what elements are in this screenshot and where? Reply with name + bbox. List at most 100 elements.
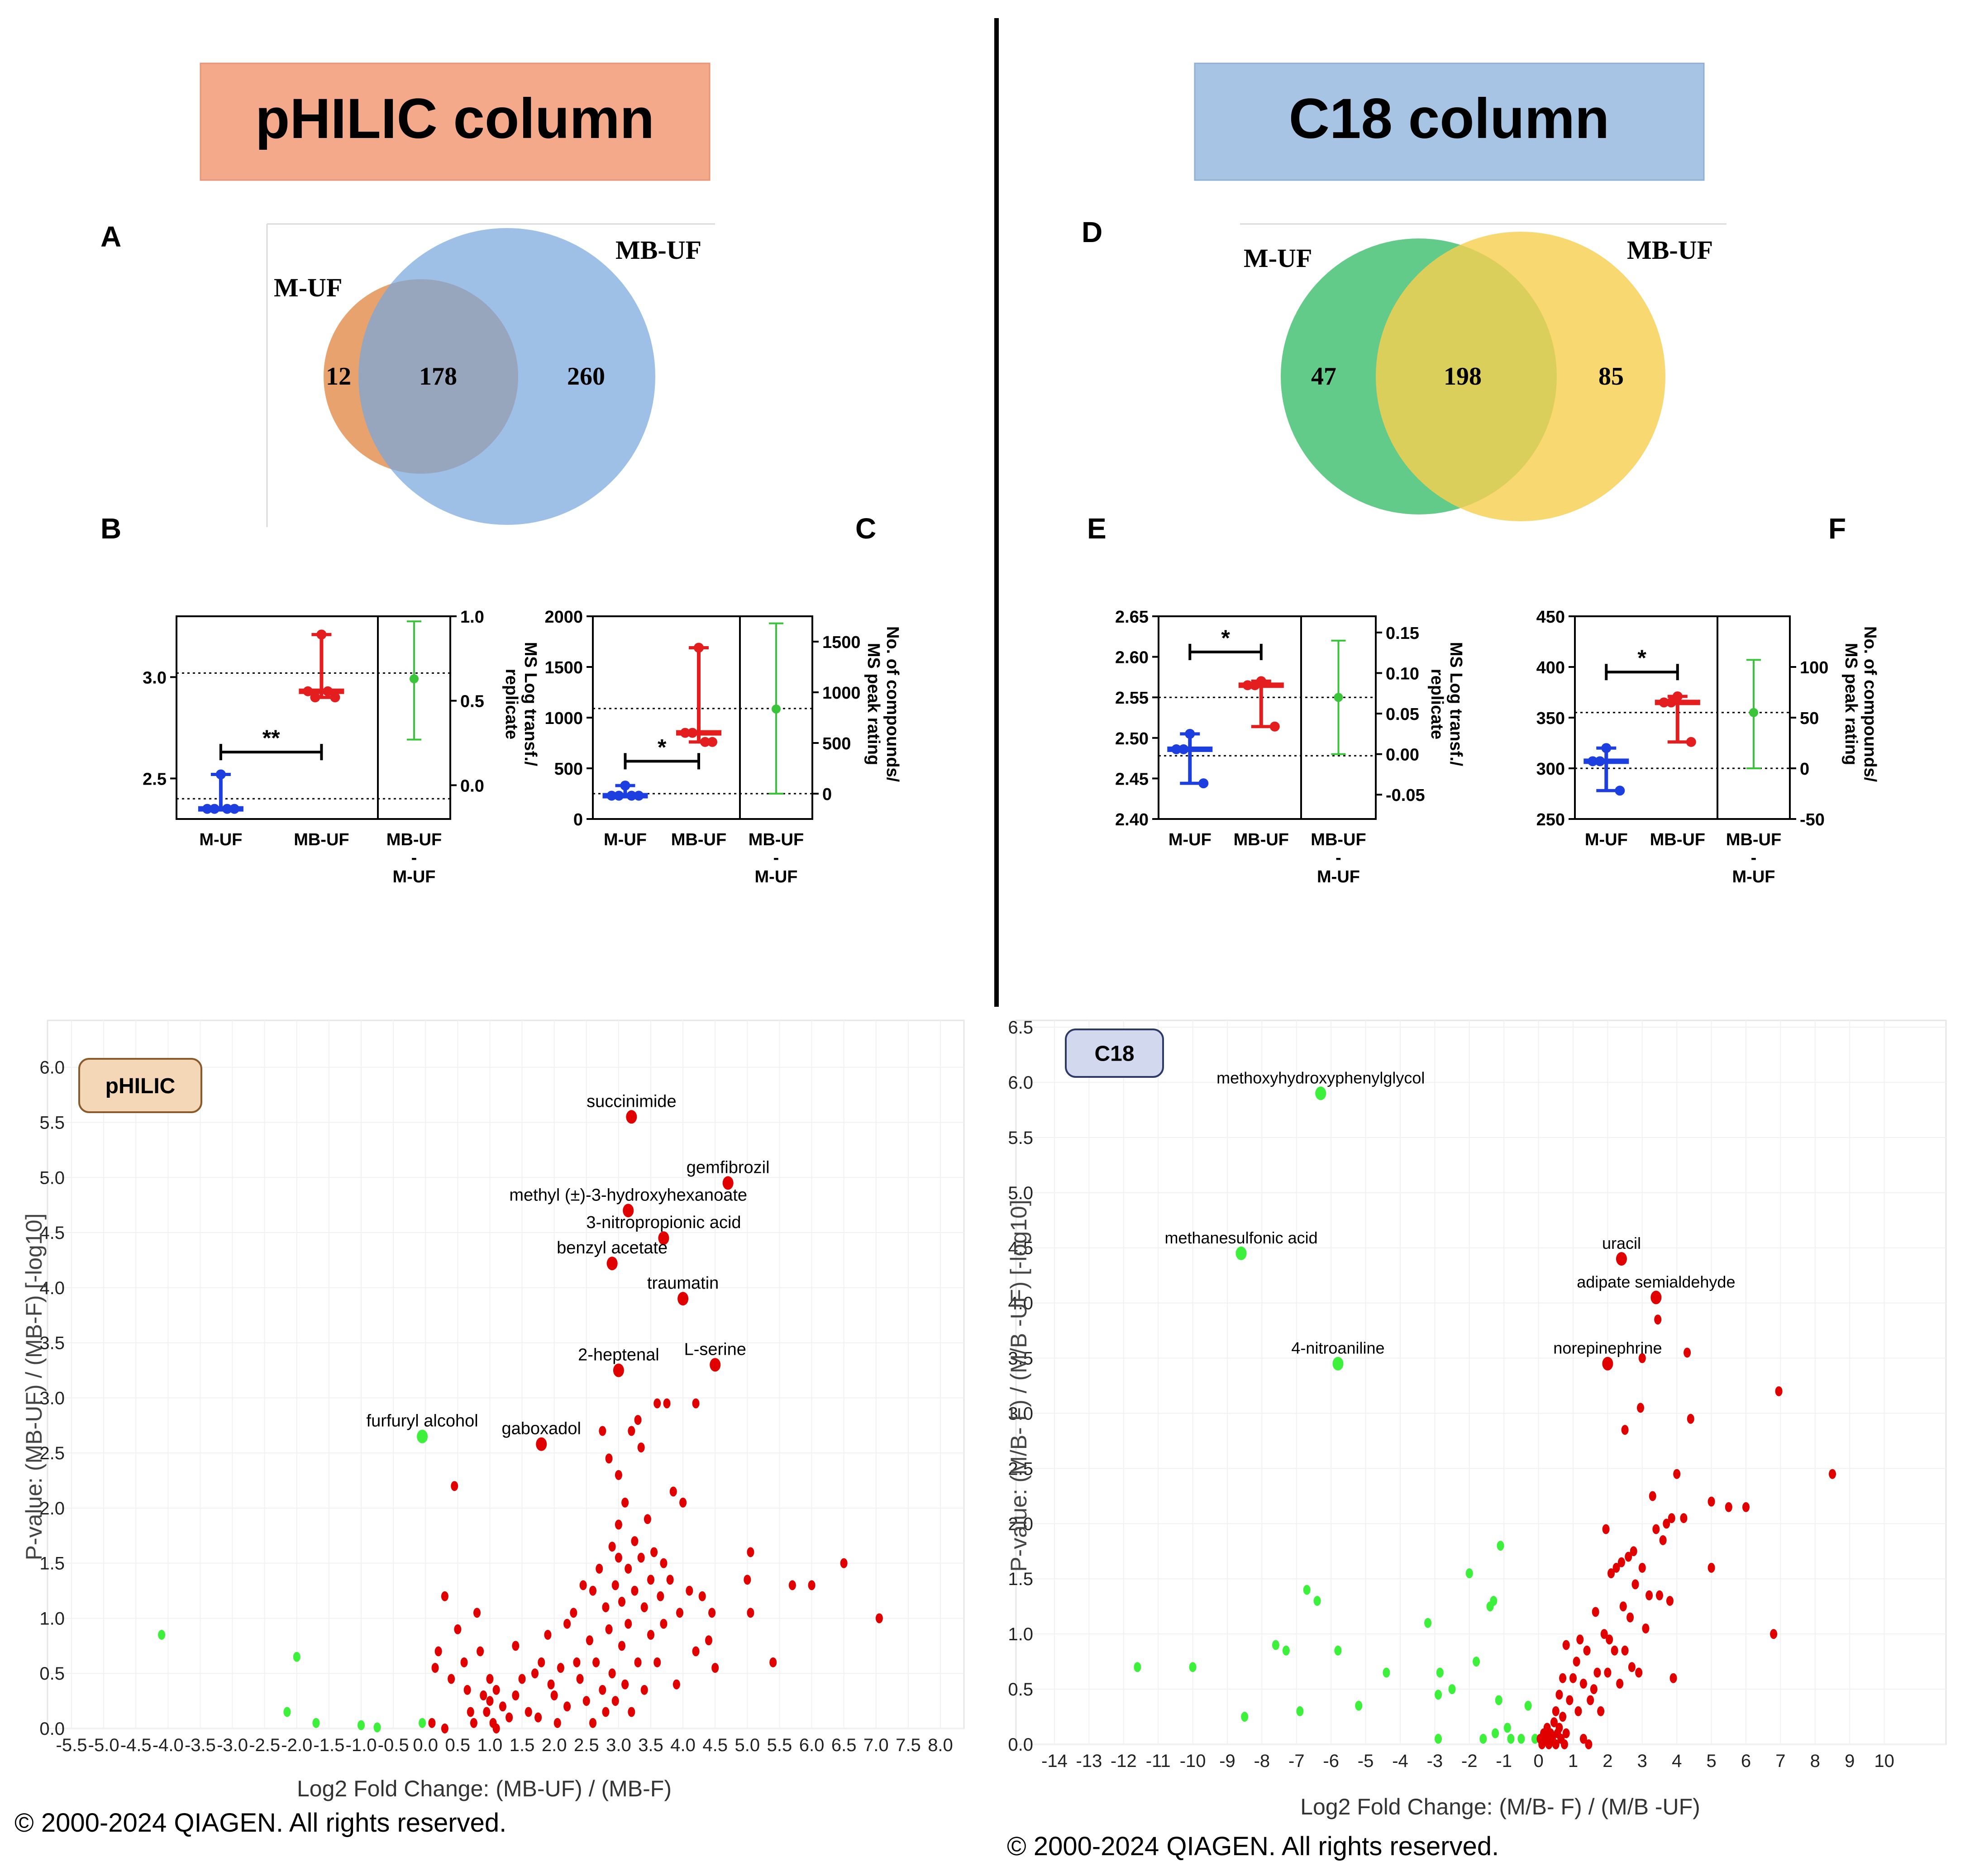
volcano-philic-point-up	[640, 1602, 648, 1613]
volcano-c18-badge-label: C18	[1094, 1042, 1134, 1066]
est-b-ylabel-line1: MS Log transf./	[521, 642, 540, 767]
left-title: pHILIC column	[255, 87, 654, 150]
est-f-mb-uf-point	[1666, 697, 1676, 708]
volcano-philic-point-down	[419, 1718, 426, 1728]
est-e-xlabel-diff-2: -	[1335, 848, 1341, 867]
est-c-left-tick-label: 2000	[544, 608, 583, 627]
volcano-philic-x-tick-label: -1.0	[346, 1735, 377, 1755]
volcano-philic-point-up	[650, 1547, 658, 1557]
est-f-xlabel-diff-1: MB-UF	[1726, 830, 1781, 849]
volcano-philic-point-up	[434, 1646, 442, 1657]
volcano-philic-point-up	[625, 1563, 632, 1574]
est-f-right-tick-label: -50	[1800, 810, 1825, 829]
volcano-c18-point-up	[1579, 1733, 1587, 1744]
est-b-m-uf-point	[202, 804, 212, 814]
volcano-philic-y-tick-label: 5.5	[39, 1113, 65, 1133]
volcano-philic-point-label: traumatin	[647, 1274, 719, 1293]
volcano-philic-point-up	[615, 1470, 622, 1480]
volcano-c18-y-tick-label: 3.5	[1008, 1349, 1033, 1369]
est-e-mb-uf-point	[1242, 680, 1253, 690]
volcano-philic-x-tick-label: 2.0	[542, 1735, 567, 1755]
est-f-mb-uf-point	[1686, 737, 1696, 747]
est-c-left-tick-label: 1000	[544, 709, 583, 728]
est-c-xlabel-mbuf: MB-UF	[671, 830, 726, 849]
volcano-c18-point-up	[1607, 1568, 1615, 1579]
venn-a-set-b-label: MB-UF	[615, 235, 701, 265]
volcano-c18-point-up	[1642, 1623, 1650, 1633]
footer-right: © 2000-2024 QIAGEN. All rights reserved.	[1007, 1832, 1499, 1861]
volcano-philic-point-up	[647, 1575, 654, 1585]
est-c-mb-uf-point	[707, 737, 717, 747]
volcano-c18-point-up	[1621, 1645, 1629, 1656]
volcano-c18-point-down	[1303, 1585, 1311, 1595]
volcano-philic-point-up	[618, 1641, 625, 1651]
est-f-m-uf-point	[1588, 756, 1598, 767]
volcano-philic-point-up	[747, 1608, 754, 1618]
volcano-c18-point-up	[1654, 1314, 1662, 1325]
volcano-philic-point-up	[599, 1685, 606, 1695]
est-b-mb-uf-point	[316, 629, 327, 640]
est-b-right-tick-label: 0.5	[460, 692, 484, 711]
volcano-philic-point-up	[441, 1591, 448, 1601]
est-b-mb-uf-point	[330, 692, 340, 703]
volcano-c18-point-up	[1566, 1695, 1574, 1705]
volcano-c18-y-tick-label: 2.0	[1008, 1514, 1033, 1534]
volcano-c18-point-down	[1503, 1723, 1511, 1733]
volcano-philic-point-up	[663, 1398, 671, 1409]
volcano-philic-point-label: methyl (±)-3-hydroxyhexanoate	[509, 1186, 747, 1205]
volcano-philic-point-up	[698, 1591, 706, 1601]
est-c-mb-uf-point	[694, 643, 704, 653]
volcano-philic-point-up	[644, 1514, 651, 1524]
volcano-philic-point-up	[579, 1580, 587, 1590]
venn-d-only-a: 47	[1311, 362, 1336, 390]
volcano-c18-point-down	[1435, 1733, 1442, 1744]
est-e-right-tick-label: 0.15	[1386, 624, 1419, 643]
volcano-philic-x-tick-label: 1.0	[477, 1735, 503, 1755]
est-c-m-uf-point	[614, 790, 624, 801]
volcano-c18-point-up	[1573, 1657, 1580, 1667]
est-b-right-tick-label: 1.0	[460, 608, 484, 627]
venn-a-mbuf-circle	[358, 228, 655, 525]
est-f-mb-uf-point	[1659, 697, 1669, 708]
volcano-philic-x-tick-label: 5.0	[735, 1735, 760, 1755]
est-b-m-uf-point	[215, 769, 226, 780]
est-e-difference-point	[1334, 693, 1343, 702]
volcano-c18-x-tick-label: -8	[1254, 1751, 1270, 1771]
panel-letter-f: F	[1828, 512, 1846, 545]
est-e-xlabel-mbuf: MB-UF	[1234, 830, 1289, 849]
est-f-left-tick-label: 450	[1536, 608, 1565, 627]
venn-a-only-b: 260	[567, 362, 605, 390]
volcano-philic-labeled-point	[417, 1429, 428, 1443]
volcano-philic-point-up	[653, 1657, 661, 1667]
volcano-philic-point-up	[553, 1718, 561, 1728]
volcano-c18-point-up	[1636, 1403, 1644, 1413]
volcano-c18-point-up	[1569, 1673, 1577, 1683]
volcano-c18-y-axis-label: P-value: (M/B- F) / (M/B -UF) [-log10]	[1006, 1200, 1031, 1571]
volcano-c18-point-down	[1492, 1728, 1499, 1738]
est-b-m-uf-point	[209, 804, 219, 814]
volcano-philic-y-axis-label: P-value: (MB-UF) / (MB-F) [-log10]	[21, 1214, 47, 1561]
volcano-philic-y-tick-label: 0.0	[39, 1719, 65, 1739]
volcano-c18-point-up	[1562, 1640, 1570, 1650]
estimation-plot-e: 2.40 2.45 2.50 2.55 2.60 2.65 -0.05 0.00 0.05 0.1…	[1115, 608, 1465, 886]
volcano-c18-point-up	[1628, 1662, 1636, 1672]
volcano-philic-point-up	[492, 1685, 500, 1695]
volcano-philic-point-up	[557, 1663, 564, 1673]
volcano-philic-y-tick-label: 3.0	[39, 1388, 65, 1408]
volcano-philic-point-up	[637, 1552, 645, 1563]
est-c-ylabel-line2: MS peak rating	[864, 643, 883, 765]
volcano-philic-point-up	[550, 1690, 558, 1700]
volcano-philic-x-tick-label: -3.5	[185, 1735, 216, 1755]
volcano-philic-y-tick-label: 5.0	[39, 1168, 65, 1188]
volcano-philic-point-up	[686, 1586, 693, 1596]
volcano-philic-point-up	[611, 1696, 619, 1706]
volcano-c18-point-up	[1552, 1739, 1560, 1749]
volcano-philic-point-up	[666, 1575, 674, 1585]
volcano-philic-point-up	[672, 1679, 680, 1690]
volcano-philic-x-tick-label: -4.0	[153, 1735, 184, 1755]
volcano-c18-y-tick-label: 5.5	[1008, 1128, 1033, 1148]
est-f-ylabel-line2: MS peak rating	[1841, 643, 1860, 765]
volcano-philic-point-down	[358, 1720, 365, 1730]
footer-left: © 2000-2024 QIAGEN. All rights reserved.	[14, 1808, 506, 1838]
volcano-philic-point-up	[573, 1657, 581, 1667]
